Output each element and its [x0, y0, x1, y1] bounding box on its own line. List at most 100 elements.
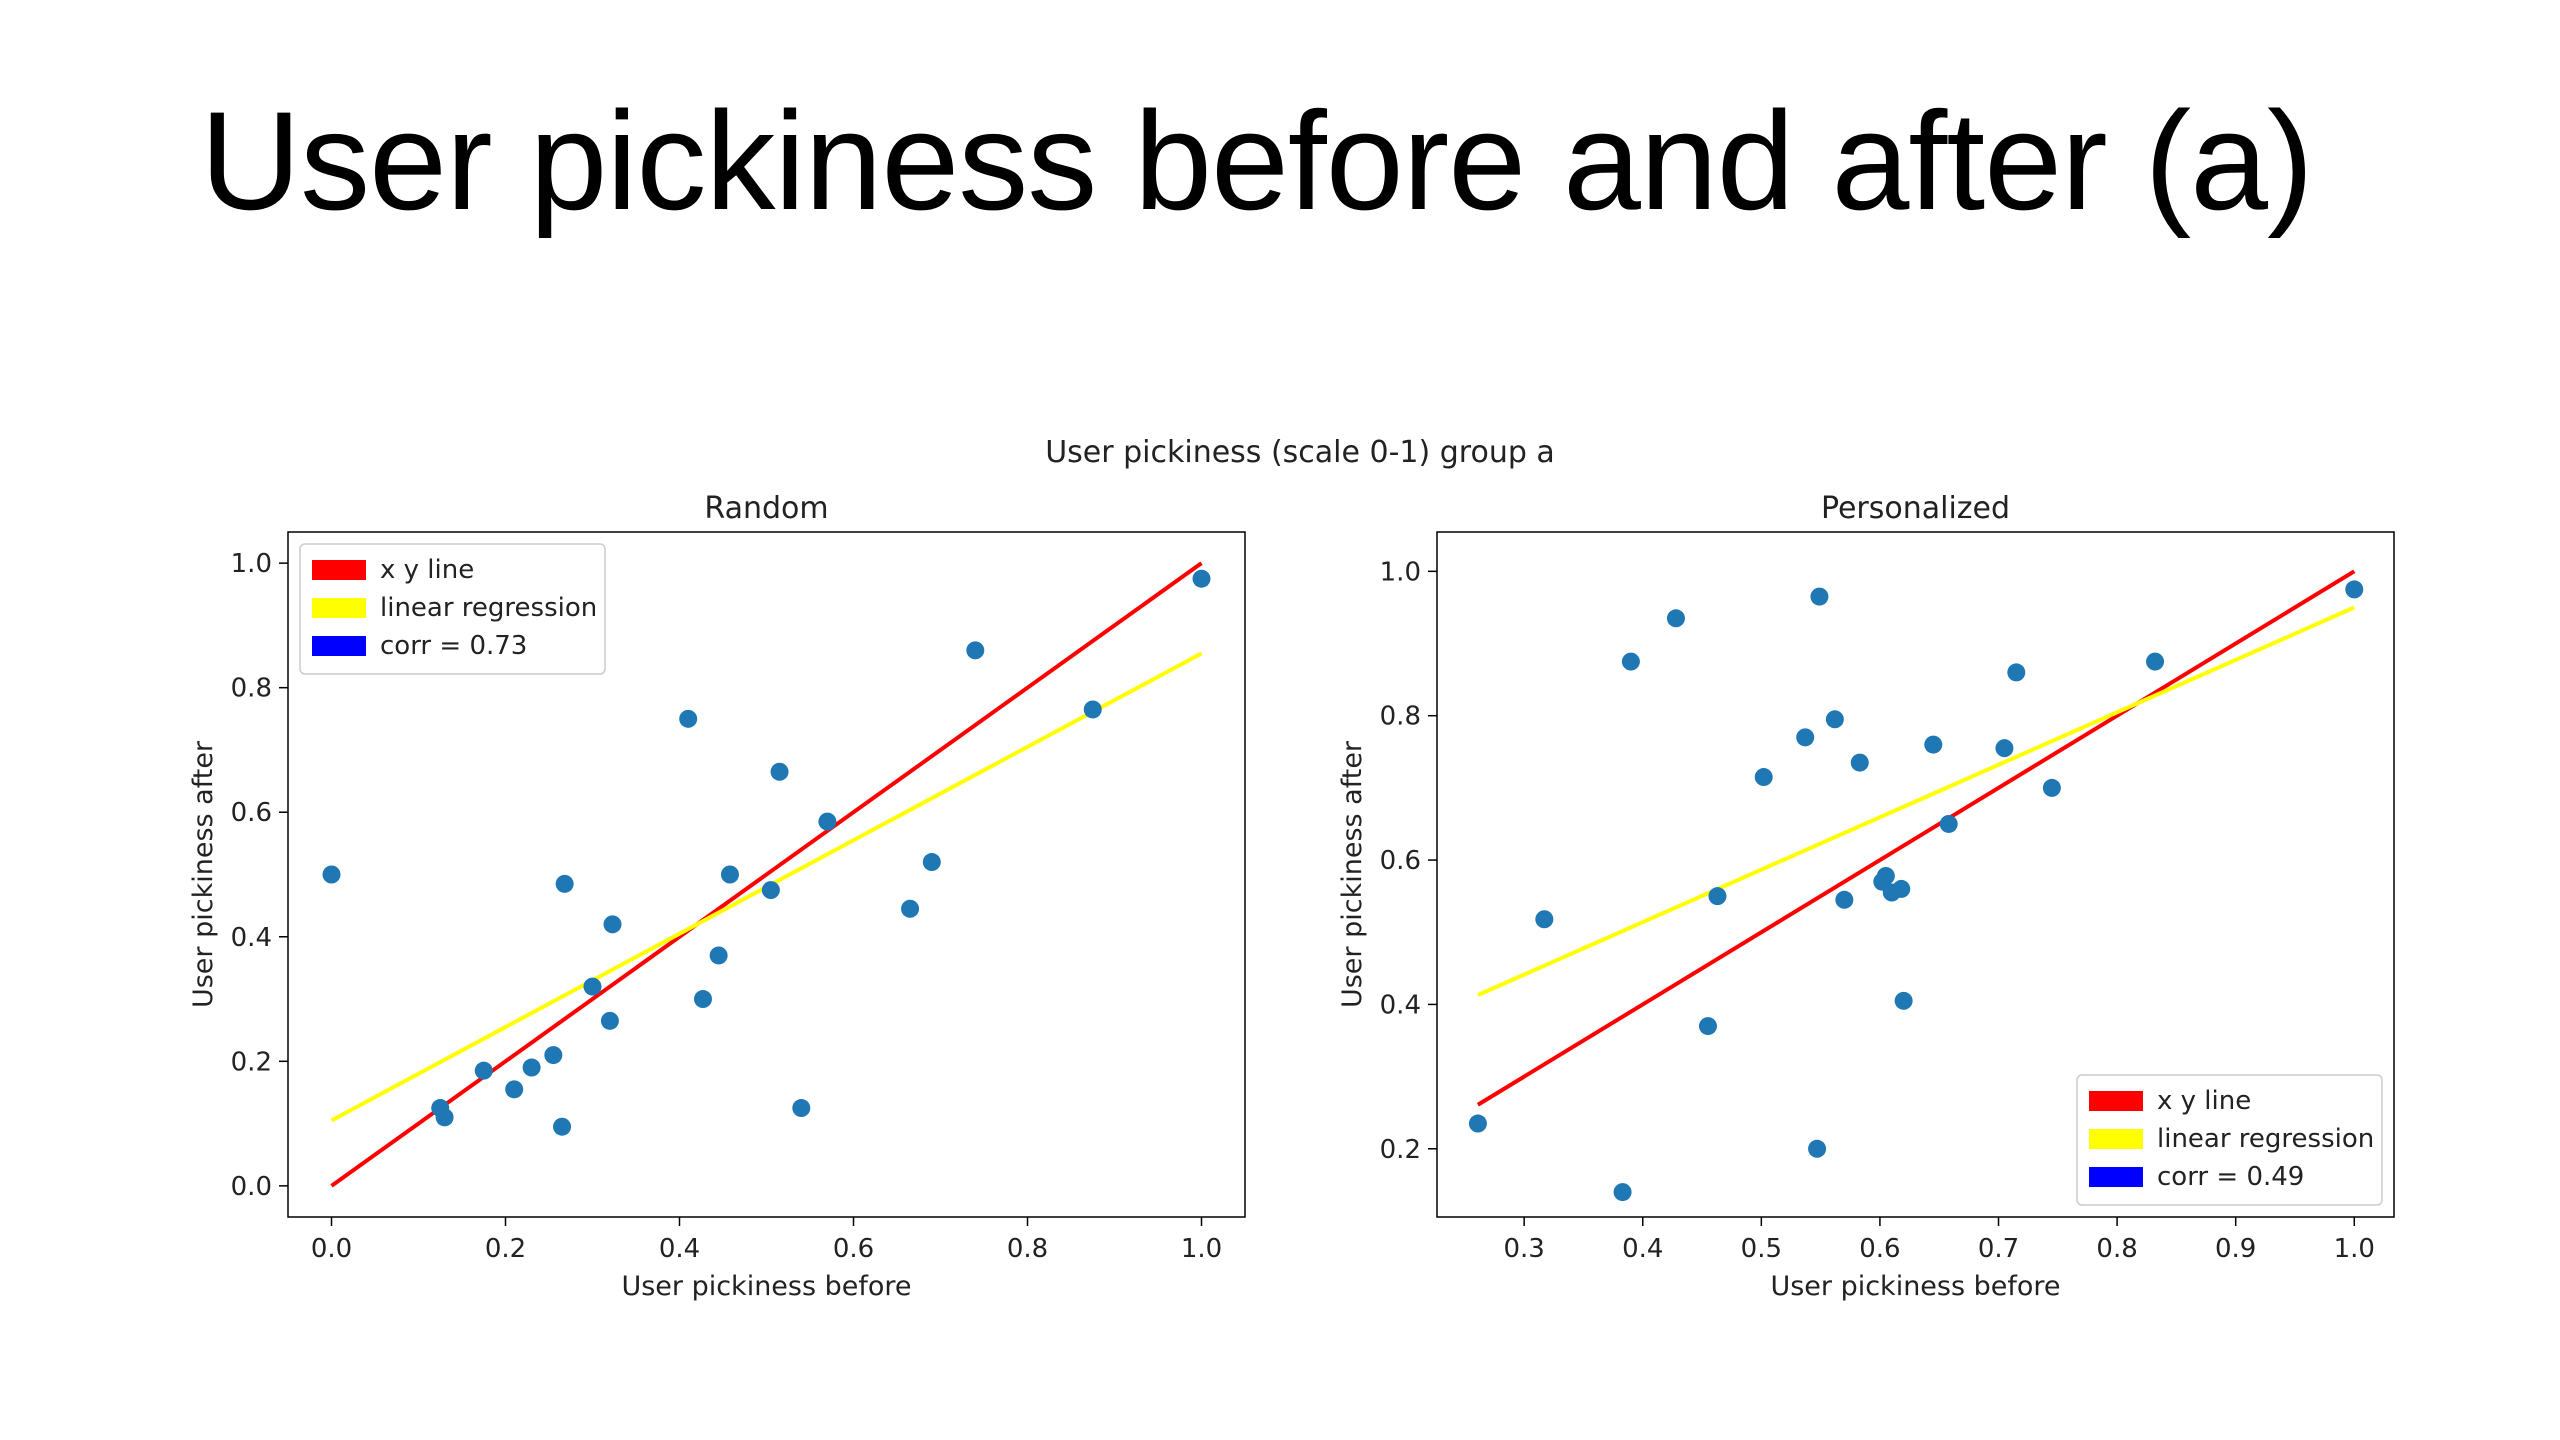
x-tick-label: 0.4: [1622, 1234, 1663, 1264]
y-tick-label: 0.2: [231, 1047, 272, 1077]
y-tick-label: 0.2: [1380, 1135, 1421, 1165]
x-tick-label: 0.8: [1007, 1234, 1048, 1264]
legend-box: [299, 543, 606, 675]
data-point: [922, 853, 941, 872]
legend-swatch: [2089, 1167, 2143, 1187]
data-point: [770, 762, 789, 781]
xy-line: [330, 561, 1203, 1188]
data-point: [1892, 879, 1911, 898]
y-axis-label: User pickiness after: [188, 740, 219, 1008]
y-tick-label: 0.6: [1380, 846, 1421, 876]
legend-swatch: [2089, 1091, 2143, 1111]
x-axis-label: User pickiness before: [621, 1271, 911, 1302]
x-tick-label: 0.6: [833, 1234, 874, 1264]
legend: x y line linear regression corr = 0.73: [299, 543, 606, 675]
y-tick-label: 0.4: [1380, 990, 1421, 1020]
data-point: [1810, 587, 1829, 606]
data-point: [1666, 609, 1685, 628]
data-point: [603, 915, 622, 934]
x-tick-label: 0.7: [1978, 1234, 2019, 1264]
data-point: [1939, 814, 1958, 833]
data-point: [1894, 991, 1913, 1010]
data-point: [693, 990, 712, 1009]
data-point: [1083, 700, 1102, 719]
legend-label: x y line: [2157, 1086, 2251, 1116]
subplot-2: Personalized 0.3 0.4 0.5 0.6 0.7 0.8 0.9 1.0 0.2 0…: [1337, 491, 2395, 1302]
legend-label: linear regression: [2157, 1124, 2374, 1154]
y-tick-label: 0.6: [231, 798, 272, 828]
data-point: [583, 977, 602, 996]
data-point: [1808, 1139, 1827, 1158]
legend-swatch: [2089, 1129, 2143, 1149]
data-point: [1850, 753, 1869, 772]
data-point: [555, 874, 574, 893]
y-tick-label: 1.0: [231, 549, 272, 579]
x-tick-label: 0.3: [1503, 1234, 1544, 1264]
x-tick-label: 1.0: [2334, 1234, 2375, 1264]
data-point: [761, 881, 780, 900]
legend-label: x y line: [380, 555, 474, 585]
regression-line: [1477, 605, 2356, 997]
data-point: [435, 1108, 454, 1127]
data-point: [505, 1080, 524, 1099]
data-point: [322, 865, 341, 884]
data-point: [901, 899, 920, 918]
data-point: [1535, 910, 1554, 929]
data-point: [522, 1058, 541, 1077]
legend-label: corr = 0.73: [380, 631, 527, 661]
data-point: [679, 709, 698, 728]
x-tick-label: 0.8: [2096, 1234, 2137, 1264]
legend-swatch: [312, 636, 366, 656]
data-point: [792, 1099, 811, 1118]
legend-swatch: [312, 598, 366, 618]
y-tick-label: 0.0: [231, 1172, 272, 1202]
plots-group: Random 0.0 0.2 0.4 0.6 0.8 1.0 0.0 0.2 0.4 0.6 0.8 1…: [188, 491, 2395, 1302]
data-point: [966, 641, 985, 660]
data-point: [544, 1046, 563, 1065]
data-point: [1825, 710, 1844, 729]
data-point: [2146, 652, 2165, 671]
x-tick-label: 0.0: [311, 1234, 352, 1264]
y-axis-label: User pickiness after: [1337, 740, 1368, 1008]
x-tick-label: 0.5: [1741, 1234, 1782, 1264]
subplot-title: Personalized: [1821, 491, 2010, 526]
data-point: [2042, 778, 2061, 797]
data-point: [1835, 890, 1854, 909]
y-tick-label: 0.8: [231, 674, 272, 704]
data-point: [600, 1011, 619, 1030]
data-point: [1754, 768, 1773, 787]
axes-frame: [1436, 531, 2395, 1218]
subplot-title: Random: [704, 491, 828, 526]
y-tick-label: 0.4: [231, 923, 272, 953]
data-point: [1924, 735, 1943, 754]
data-point: [1468, 1114, 1487, 1133]
data-point: [1192, 569, 1211, 588]
plot-area: [322, 561, 1211, 1188]
data-point: [553, 1117, 572, 1136]
figure-suptitle: User pickiness (scale 0-1) group a: [1045, 435, 1555, 470]
plot-area: [1468, 569, 2364, 1202]
data-point: [1796, 728, 1815, 747]
data-point: [1613, 1183, 1632, 1202]
data-point: [1995, 739, 2014, 758]
legend: x y line linear regression corr = 0.49: [2076, 1074, 2383, 1206]
axes-frame: [287, 531, 1246, 1218]
data-point: [709, 946, 728, 965]
legend-label: linear regression: [380, 593, 597, 623]
data-point: [1698, 1017, 1717, 1036]
x-tick-label: 0.6: [1859, 1234, 1900, 1264]
x-tick-label: 0.2: [485, 1234, 526, 1264]
subplot-1: Random 0.0 0.2 0.4 0.6 0.8 1.0 0.0 0.2 0.4 0.6 0.8 1…: [188, 491, 1246, 1302]
data-point: [818, 812, 837, 831]
y-tick-label: 0.8: [1380, 702, 1421, 732]
x-tick-label: 1.0: [1181, 1234, 1222, 1264]
x-axis-label: User pickiness before: [1770, 1271, 2060, 1302]
legend-swatch: [312, 560, 366, 580]
data-point: [474, 1061, 493, 1080]
data-point: [1621, 652, 1640, 671]
data-point: [1876, 866, 1895, 885]
y-tick-label: 1.0: [1380, 557, 1421, 587]
data-point: [2007, 663, 2026, 682]
data-point: [1708, 887, 1727, 906]
